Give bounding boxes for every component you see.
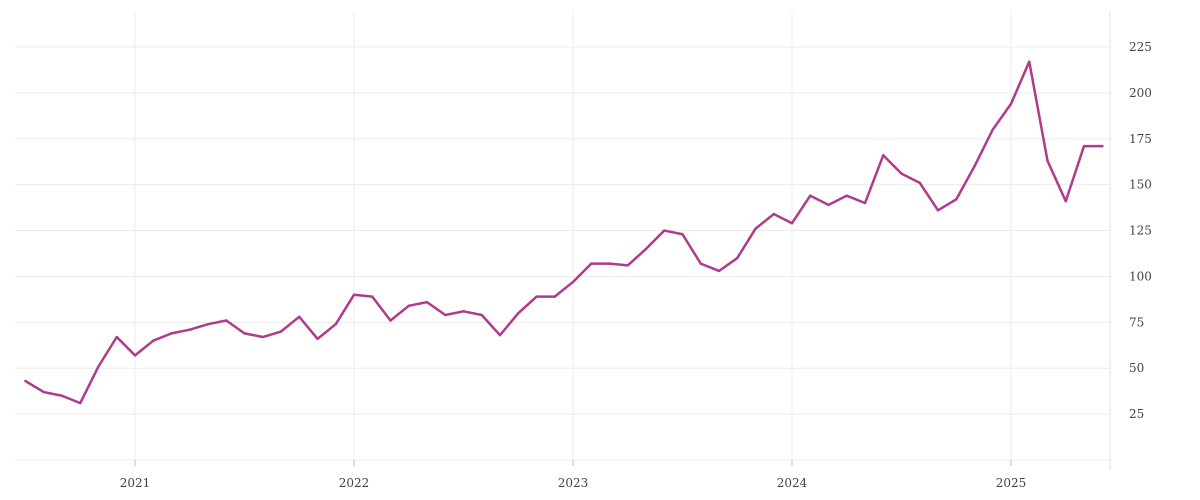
data-point	[681, 233, 684, 236]
data-point	[955, 198, 958, 201]
data-point	[115, 335, 118, 339]
data-point	[571, 280, 575, 284]
data-point	[991, 128, 994, 131]
data-point	[517, 311, 520, 315]
y-tick-label: 175	[1129, 132, 1152, 146]
data-point	[644, 247, 648, 251]
data-point	[809, 194, 812, 197]
data-point	[827, 203, 830, 207]
data-point	[316, 337, 319, 341]
data-point	[407, 304, 410, 308]
data-point	[553, 295, 556, 298]
data-point	[535, 295, 538, 298]
data-point	[736, 256, 739, 260]
data-point	[371, 295, 374, 298]
data-point	[60, 394, 64, 397]
data-point	[444, 313, 447, 317]
y-tick-label: 225	[1129, 40, 1152, 54]
data-point	[863, 201, 867, 205]
data-point	[352, 293, 356, 296]
data-point	[97, 365, 100, 368]
x-tick-label: 2024	[777, 476, 808, 490]
data-point	[717, 269, 721, 273]
data-point	[973, 165, 976, 168]
data-point	[152, 339, 155, 342]
y-tick-label: 200	[1129, 86, 1152, 100]
data-point	[480, 313, 483, 317]
data-point	[24, 379, 27, 383]
data-point	[663, 229, 666, 232]
data-point	[1064, 199, 1067, 203]
x-tick-label: 2021	[120, 476, 151, 490]
series-line	[24, 60, 1104, 405]
series-layer	[24, 60, 1104, 405]
data-point	[754, 227, 757, 230]
data-point	[334, 322, 337, 326]
data-point	[626, 264, 629, 267]
axis-layer	[134, 12, 1111, 470]
data-point	[772, 212, 775, 216]
data-point	[243, 332, 246, 335]
data-point	[133, 354, 137, 357]
data-point	[1009, 102, 1013, 106]
data-point	[699, 262, 702, 265]
data-point	[188, 328, 191, 331]
data-point	[498, 333, 502, 337]
data-point	[42, 390, 45, 394]
data-point	[298, 315, 301, 319]
data-point	[261, 335, 264, 339]
data-point	[225, 319, 228, 322]
data-point	[882, 154, 885, 157]
data-point	[790, 222, 794, 225]
data-point	[590, 262, 593, 265]
data-point	[608, 262, 611, 265]
x-tick-label: 2022	[339, 476, 370, 490]
data-point	[279, 330, 283, 333]
data-point	[1046, 159, 1049, 163]
data-point	[425, 300, 429, 304]
x-tick-label: 2023	[558, 476, 589, 490]
data-point	[1028, 60, 1031, 63]
y-tick-label: 125	[1129, 224, 1152, 238]
x-tick-label: 2025	[996, 476, 1027, 490]
grid-layer	[15, 12, 1110, 461]
data-point	[936, 209, 940, 212]
y-tick-label: 75	[1129, 315, 1144, 329]
data-point	[1082, 144, 1086, 148]
data-point	[170, 332, 173, 335]
y-tick-label: 100	[1129, 269, 1152, 283]
y-tick-label: 150	[1129, 178, 1152, 192]
data-point	[845, 194, 848, 197]
data-point	[462, 310, 465, 313]
data-point	[900, 172, 903, 175]
data-point	[1101, 144, 1104, 148]
data-point	[389, 319, 392, 322]
y-tick-label: 25	[1129, 407, 1144, 421]
tick-label-layer: 25 50 75 100 125 150 175 200 225 2021 2022 2023 2024…	[120, 40, 1152, 490]
y-tick-label: 50	[1129, 361, 1144, 375]
data-point	[79, 401, 82, 405]
data-point	[206, 322, 210, 326]
data-point	[918, 181, 921, 185]
